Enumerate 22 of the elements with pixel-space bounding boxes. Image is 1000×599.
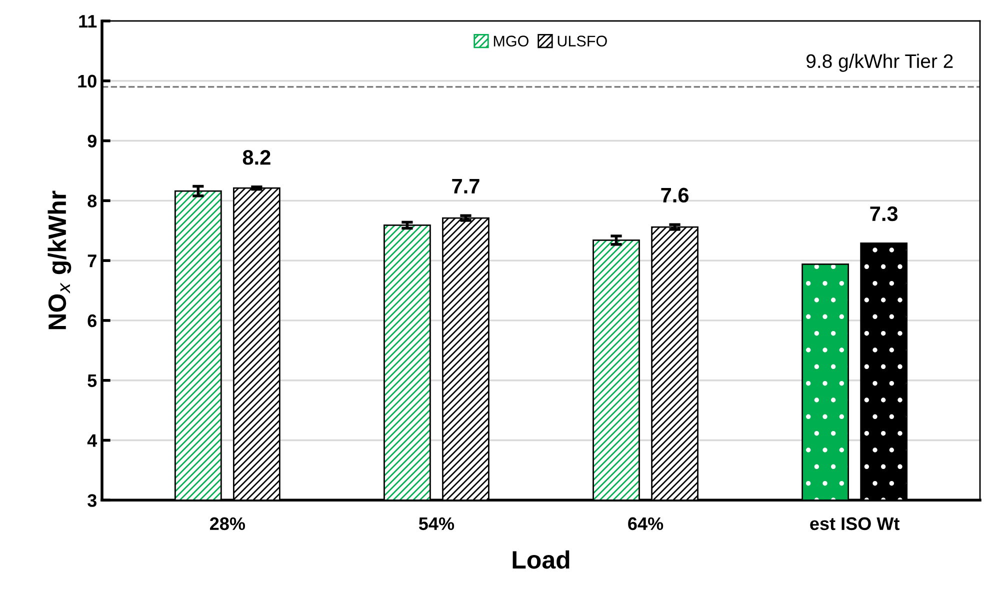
x-axis-title: Load	[512, 550, 570, 569]
legend-label: MGO	[494, 36, 528, 46]
legend-label: ULSFO	[558, 36, 607, 46]
y-tick-label: 7	[88, 254, 96, 268]
data-label: 7.3	[870, 206, 898, 222]
y-tick-label: 4	[87, 434, 98, 447]
y-axis-title: NO$_{x}$ g/kWhr	[48, 190, 72, 330]
y-tick-label: 11	[79, 15, 97, 28]
ref-line-label: 9.8 g/kWhr Tier 2	[806, 54, 953, 72]
y-tick-label: 5	[88, 374, 97, 388]
data-label: 8.2	[242, 150, 270, 165]
y-tick-label: 9	[88, 134, 96, 148]
data-label: 7.6	[661, 188, 689, 203]
y-tick-label: 10	[78, 74, 96, 88]
data-label: 7.7	[452, 179, 480, 194]
x-tick-label: est ISO Wt	[810, 517, 900, 530]
x-tick-label: 54%	[418, 517, 454, 530]
x-tick-label: 28%	[210, 517, 246, 530]
x-tick-label: 64%	[628, 517, 664, 530]
y-tick-label: 6	[88, 314, 96, 328]
y-tick-label: 8	[88, 194, 97, 208]
y-tick-label: 3	[88, 494, 96, 507]
